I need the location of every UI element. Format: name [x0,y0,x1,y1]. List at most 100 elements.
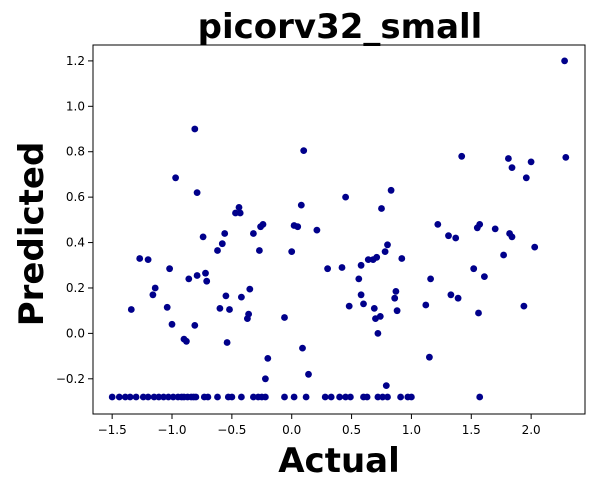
x-axis-label: Actual [278,441,400,481]
data-point [191,322,199,329]
y-tick-label: 1.2 [66,54,85,68]
data-point [144,256,152,263]
data-point [363,393,371,401]
data-point [360,300,367,308]
data-point [427,275,434,283]
data-point [250,393,257,401]
data-point [232,209,239,217]
data-point [476,393,484,401]
data-point [522,174,530,182]
data-point [391,294,399,302]
data-point [214,393,221,401]
data-point [290,393,298,401]
y-tick-label: 0.8 [66,145,85,159]
x-tick-label: 0.5 [342,423,361,437]
data-point [357,291,365,299]
data-point [336,393,343,401]
data-point [561,57,568,65]
data-point [387,186,395,194]
data-point [458,152,466,160]
data-point [259,221,267,228]
data-point [155,393,163,401]
x-tick-label: 2.0 [522,423,541,437]
data-point [223,339,231,346]
data-point [357,261,365,269]
data-point [221,230,229,237]
data-point [262,375,269,383]
data-point [374,393,382,401]
data-point [115,393,123,401]
data-point [126,393,134,401]
data-point [169,393,177,401]
data-point [434,221,442,228]
data-point [149,291,157,299]
data-point [222,292,230,300]
data-point [342,393,349,401]
data-point [191,125,199,133]
data-point [374,330,382,337]
plot-frame [92,44,586,415]
data-point [228,393,236,401]
data-point [376,313,384,320]
data-point [491,225,499,233]
data-point [216,305,224,312]
data-point [364,256,372,263]
data-point [199,233,207,241]
data-point [508,164,516,172]
data-point [160,393,168,401]
data-point [185,275,193,283]
data-point [527,158,535,166]
data-point [470,265,478,273]
data-point [447,291,455,299]
data-point [262,393,269,401]
data-point [338,264,346,271]
y-tick-label: −0.2 [56,372,85,386]
y-tick-label: 0.6 [66,190,85,204]
data-point [136,255,144,262]
x-tick-label: −1.0 [157,423,186,437]
data-point [235,204,243,211]
data-point [168,320,176,328]
data-point [454,294,462,302]
data-point [382,382,390,389]
data-point [384,241,391,249]
data-point [481,273,488,280]
y-tick-label: 0.4 [66,236,85,250]
data-point [345,302,353,310]
data-point [373,253,381,261]
points-layer [108,57,570,401]
x-tick-label: −0.5 [217,423,246,437]
data-point [445,232,452,240]
data-point [297,201,305,209]
data-point [193,189,201,197]
y-tick-label: 0.2 [66,281,85,295]
data-point [245,310,253,318]
data-point [321,393,329,401]
data-point [378,205,385,212]
data-point [121,393,129,401]
data-point [342,193,349,201]
data-point [281,393,288,401]
data-point [281,314,288,321]
data-point [299,344,306,352]
data-point [166,265,174,273]
data-point [476,221,484,228]
data-point [256,247,263,254]
data-point [531,243,539,251]
y-axis-label: Predicted [12,142,52,327]
data-point [127,306,135,313]
data-point [132,393,140,401]
data-point [238,293,245,301]
data-point [264,355,272,362]
data-point [144,393,152,401]
data-point [408,393,415,401]
x-tick-label: 1.0 [402,423,421,437]
x-axis-ticks: −1.5 −1.0 −0.5 0.0 0.5 1.0 1.5 2.0 [98,414,541,437]
data-point [214,247,221,254]
data-point [302,393,310,401]
data-point [172,174,180,182]
chart-title: picorv32_small [198,7,483,47]
data-point [393,307,401,315]
data-point [238,393,245,401]
